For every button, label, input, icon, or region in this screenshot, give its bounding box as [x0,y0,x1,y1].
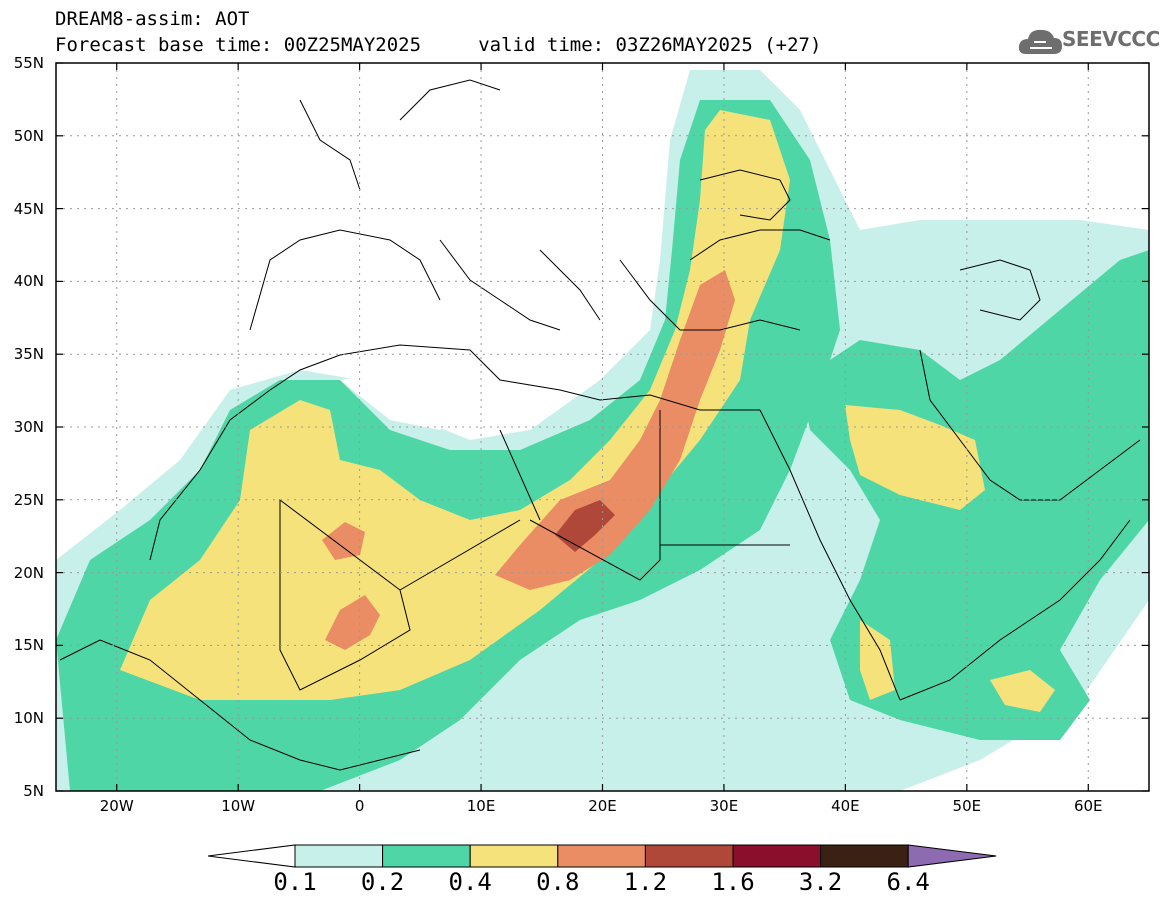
lat-label: 55N [13,54,44,72]
logo-text: SEEVCCC [1062,27,1160,51]
colorbar-label: 3.2 [798,868,843,896]
colorbar-swatch [469,844,559,868]
lat-label: 35N [13,345,44,364]
aot-field [56,70,1149,791]
lat-label: 25N [13,490,44,509]
lon-label: 10W [221,797,256,815]
lon-label: 60E [1073,797,1103,815]
colorbar-label: 0.1 [273,868,317,896]
lon-label: 50E [952,797,982,815]
lon-label: 0 [354,797,365,815]
lon-label: 10E [466,797,496,815]
colorbar-swatch [382,844,471,868]
grid-lines [56,63,1149,791]
lat-label: 15N [13,636,44,655]
map-title: DREAM8-assim: AOT [55,8,250,30]
colorbar-swatch [732,844,822,868]
lat-label: 50N [13,126,44,145]
lat-label: 5N [23,782,44,800]
colorbar-swatch [294,844,384,868]
lon-label: 20E [588,797,617,815]
colorbar-swatch [644,844,734,868]
colorbar-label: 0.4 [448,868,492,896]
lon-label: 20W [99,797,134,815]
lat-label: 30N [13,418,44,436]
colorbar-under-arrow [207,844,296,868]
colorbar-label: 1.6 [711,868,755,896]
lat-label: 10N [13,709,44,728]
lat-label: 40N [13,272,44,291]
axis-ticks [56,62,1149,792]
lat-label: 45N [13,199,44,218]
colorbar-label: 0.2 [360,868,405,896]
colorbar-label: 6.4 [886,868,930,896]
colorbar-label: 0.8 [536,868,580,896]
colorbar-over-arrow [907,844,997,868]
lat-label: 20N [13,563,44,582]
cloud-icon [1018,29,1062,54]
colorbar-swatch [820,844,909,868]
lon-label: 40E [831,797,860,815]
colorbar-label: 1.2 [623,868,668,896]
forecast-time-line: Forecast base time: 00Z25MAY2025 valid t… [55,34,822,56]
colorbar-swatch [557,844,646,868]
lon-label: 30E [709,797,739,815]
colorbar [207,844,997,868]
